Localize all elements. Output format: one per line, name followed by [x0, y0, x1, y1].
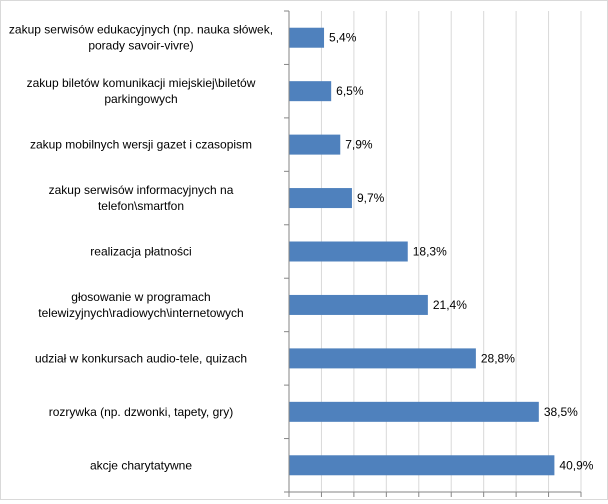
bar: [289, 134, 341, 155]
data-label: 28,8%: [481, 351, 515, 365]
data-label: 21,4%: [433, 298, 467, 312]
axes: [284, 10, 582, 497]
bar: [289, 455, 555, 476]
bar: [289, 27, 325, 48]
data-label: 9,7%: [357, 191, 385, 205]
category-label: zakup serwisów informacyjnych na telefon\…: [49, 183, 234, 213]
x-tick-label: 10%: [342, 498, 366, 499]
x-tick-label: 35%: [504, 498, 528, 499]
x-tick-label: 25%: [439, 498, 463, 499]
x-tick-label: 30%: [472, 498, 496, 499]
x-tick-label: 40%: [537, 498, 561, 499]
bars: [289, 27, 555, 476]
data-label: 5,4%: [329, 31, 357, 45]
category-label: udział w konkursach audio-tele, quizach: [35, 351, 247, 365]
category-label: zakup serwisów edukacyjnych (np. nauka s…: [9, 23, 273, 53]
category-label: rozrywka (np. dzwonki, tapety, gry): [49, 405, 234, 419]
category-label: akcje charytatywne: [90, 458, 192, 472]
x-tick-label: 5%: [313, 498, 331, 499]
x-tick-label: 0%: [280, 498, 298, 499]
data-label: 6,5%: [336, 84, 364, 98]
category-label: zakup mobilnych wersji gazet i czasopism: [30, 138, 252, 152]
data-label: 38,5%: [544, 405, 578, 419]
bar: [289, 241, 408, 262]
data-label: 40,9%: [559, 458, 593, 472]
bar: [289, 348, 476, 369]
gridlines: [320, 11, 582, 492]
bar: [289, 294, 428, 315]
bar: [289, 188, 352, 209]
category-label: głosowanie w programach telewizyjnych\rad…: [38, 290, 243, 320]
x-tick-label: 45%: [569, 498, 593, 499]
x-tick-label: 20%: [407, 498, 431, 499]
category-label: zakup biletów komunikacji miejskiej\bile…: [27, 76, 256, 106]
bar: [289, 81, 332, 102]
data-label: 18,3%: [413, 245, 447, 259]
bar: [289, 401, 539, 422]
data-label: 7,9%: [345, 138, 373, 152]
x-tick-label: 15%: [374, 498, 398, 499]
category-label: realizacja płatności: [90, 245, 191, 259]
